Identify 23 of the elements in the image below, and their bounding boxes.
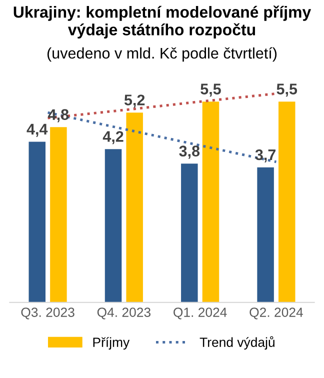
- legend-label: Trend výdajů: [200, 336, 274, 350]
- legend-label: Příjmy: [93, 337, 130, 350]
- data-label: 3,8: [179, 146, 200, 159]
- data-label: 5,5: [276, 84, 298, 97]
- bar: [28, 142, 46, 302]
- bar: [181, 164, 198, 302]
- bar: [257, 167, 274, 302]
- data-label: 4,2: [102, 131, 124, 144]
- x-tick-label: Q3. 2023: [21, 308, 74, 320]
- bar: [126, 112, 143, 302]
- bar: [278, 102, 296, 302]
- data-label: 4,4: [26, 124, 48, 137]
- data-label: 3,7: [255, 149, 276, 162]
- data-label: 5,2: [124, 94, 145, 108]
- data-label: 5,5: [200, 84, 221, 97]
- bar: [50, 127, 67, 302]
- x-tick-label: Q2. 2024: [250, 308, 303, 320]
- bar: [104, 149, 122, 302]
- x-tick-label: Q4. 2023: [97, 308, 150, 320]
- chart-subtitle: (uvedeno v mld. Kč podle čtvrtletí): [47, 47, 277, 62]
- x-tick-label: Q1. 2024: [174, 308, 227, 320]
- chart-title: Ukrajiny: kompletní modelované příjmy výdaje státního rozpočtu: [14, 6, 312, 39]
- bar: [202, 102, 220, 302]
